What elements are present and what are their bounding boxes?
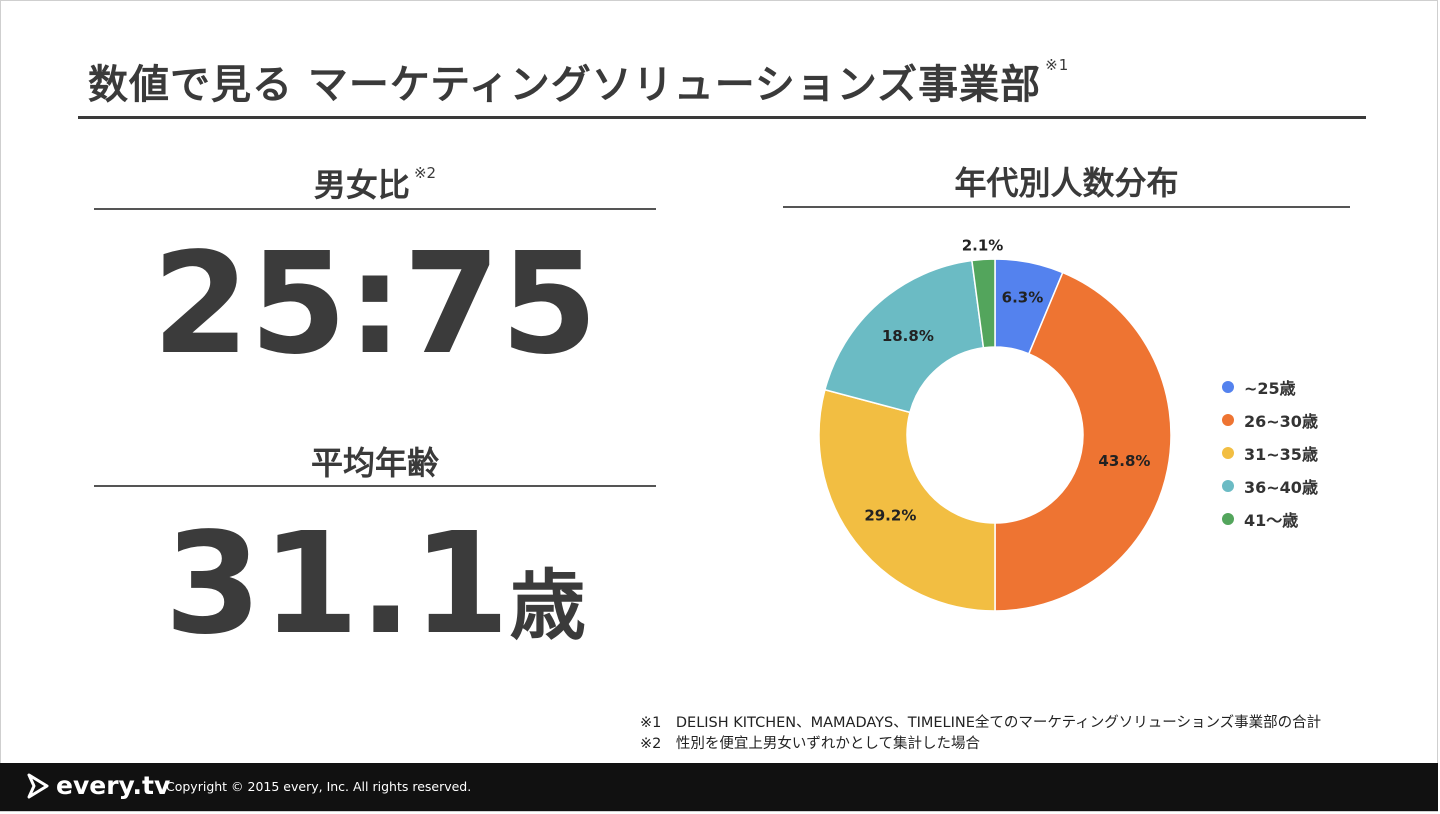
copyright-text: Copyright © 2015 every, Inc. All rights … — [166, 779, 472, 794]
slice-label-31-35: 29.2% — [864, 506, 916, 524]
legend-item: ~25歳 — [1222, 370, 1318, 403]
average-age-value: 31.1歳 — [94, 505, 656, 686]
gender-ratio-value: 25:75 — [152, 223, 598, 386]
chart-divider — [783, 206, 1350, 208]
legend-label: 26~30歳 — [1244, 411, 1318, 431]
every-tv-logo[interactable]: every.tv — [26, 771, 170, 800]
chart-legend: ~25歳 26~30歳 31~35歳 36~40歳 41～歳 — [1222, 370, 1318, 535]
legend-label: 41～歳 — [1244, 510, 1299, 530]
average-age-unit: 歳 — [509, 561, 586, 650]
slice-label-26-30: 43.8% — [1098, 452, 1150, 470]
donut-slice-26-30 — [994, 271, 1172, 612]
gender-footnote-mark: ※2 — [413, 164, 437, 182]
age-distribution-chart: 6.3% 43.8% 29.2% 18.8% 2.1% — [800, 230, 1200, 630]
donut-slice-31-35 — [818, 388, 996, 612]
title-footnote-mark: ※1 — [1045, 56, 1070, 74]
legend-swatch — [1222, 479, 1234, 492]
slice-label-36-40: 18.8% — [882, 327, 934, 345]
average-age-number: 31.1 — [164, 503, 510, 666]
legend-item: 31~35歳 — [1222, 436, 1318, 469]
age-divider — [94, 485, 656, 487]
gender-divider — [94, 208, 656, 210]
donut-slice-36-40 — [824, 259, 985, 414]
page-title: 数値で見る マーケティングソリューションズ事業部 ※1 — [88, 56, 1070, 108]
footnote-1: ※1 DELISH KITCHEN、MAMADAYS、TIMELINE全てのマー… — [640, 715, 1322, 731]
footer-bar: every.tv Copyright © 2015 every, Inc. Al… — [0, 763, 1438, 811]
footnotes: ※1 DELISH KITCHEN、MAMADAYS、TIMELINE全てのマー… — [640, 713, 1321, 755]
legend-label: 36~40歳 — [1244, 477, 1318, 497]
legend-swatch — [1222, 413, 1234, 426]
chart-title: 年代別人数分布 — [954, 164, 1179, 202]
legend-item: 26~30歳 — [1222, 403, 1318, 436]
legend-swatch — [1222, 380, 1234, 393]
title-divider — [78, 116, 1366, 119]
average-age-title: 平均年齢 — [310, 444, 439, 482]
legend-swatch — [1222, 512, 1234, 525]
donut-chart-svg: 6.3% 43.8% 29.2% 18.8% 2.1% — [818, 236, 1172, 612]
legend-label: ~25歳 — [1244, 378, 1296, 398]
legend-item: 36~40歳 — [1222, 469, 1318, 502]
slice-label-41: 2.1% — [962, 236, 1004, 254]
legend-swatch — [1222, 446, 1234, 459]
play-arrow-icon — [27, 773, 49, 798]
legend-item: 41～歳 — [1222, 502, 1318, 535]
gender-ratio-title: 男女比 ※2 — [313, 164, 437, 204]
donut-slice-41 — [971, 258, 996, 349]
footnote-2: ※2 性別を便宜上男女いずれかとして集計した場合 — [640, 736, 980, 752]
logo-text: every.tv — [56, 771, 171, 800]
slice-label-25: 6.3% — [1002, 289, 1044, 307]
legend-label: 31~35歳 — [1244, 444, 1318, 464]
